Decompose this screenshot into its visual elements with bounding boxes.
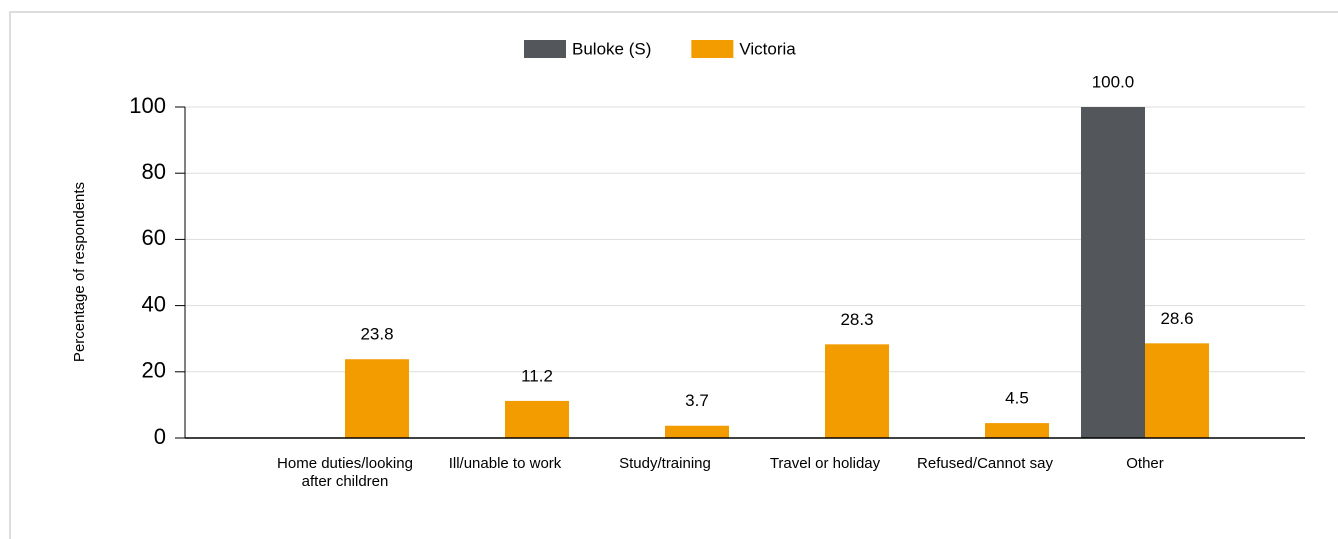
legend-swatch bbox=[691, 40, 734, 58]
data-label: 28.3 bbox=[840, 310, 873, 329]
y-tick-label: 20 bbox=[142, 358, 166, 383]
data-label: 11.2 bbox=[521, 366, 553, 385]
bar bbox=[1081, 107, 1145, 438]
data-label: 23.8 bbox=[360, 325, 393, 344]
data-label: 4.5 bbox=[1005, 389, 1029, 408]
x-tick-label: Travel or holiday bbox=[769, 455, 881, 472]
x-tick-label: Refused/Cannot say bbox=[917, 455, 1053, 472]
x-tick-label: Other bbox=[1126, 455, 1164, 472]
bar bbox=[345, 359, 409, 438]
bar bbox=[1145, 343, 1209, 438]
bar bbox=[505, 400, 569, 438]
legend-swatch bbox=[524, 40, 566, 58]
x-tick-label: Home duties/looking after children bbox=[277, 455, 413, 490]
bar bbox=[985, 423, 1049, 438]
y-tick-label: 0 bbox=[154, 424, 166, 449]
y-axis-label: Percentage of respondents bbox=[71, 182, 88, 362]
data-label: 28.6 bbox=[1160, 309, 1193, 328]
legend-label: Victoria bbox=[739, 39, 796, 58]
y-tick-label: 60 bbox=[142, 225, 166, 250]
y-tick-label: 40 bbox=[142, 291, 166, 316]
data-label: 3.7 bbox=[685, 391, 709, 410]
legend-label: Buloke (S) bbox=[572, 39, 651, 58]
y-tick-label: 100 bbox=[129, 93, 166, 118]
x-tick-label: Study/training bbox=[619, 455, 711, 472]
data-label: 100.0 bbox=[1092, 72, 1135, 91]
bar bbox=[665, 425, 729, 438]
y-tick-label: 80 bbox=[142, 159, 166, 184]
bar bbox=[825, 344, 889, 438]
frame bbox=[9, 11, 1338, 539]
x-tick-label: Ill/unable to work bbox=[448, 455, 562, 472]
